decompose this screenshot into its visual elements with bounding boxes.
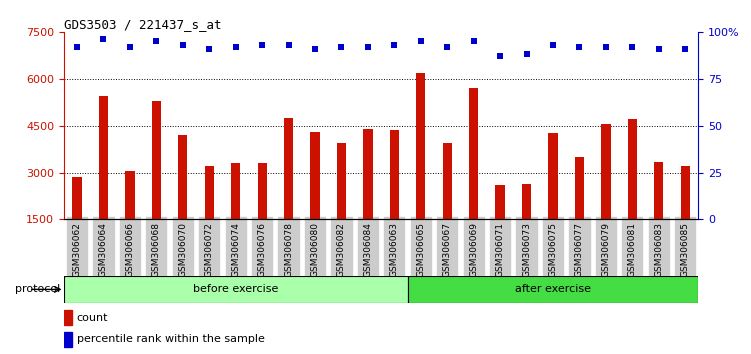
Bar [310, 132, 320, 266]
Point [98, 36, 110, 42]
Point [124, 44, 136, 50]
Bar [408, 276, 698, 303]
Point [574, 44, 586, 50]
Bar [416, 73, 425, 266]
Bar [548, 133, 558, 266]
Text: after exercise: after exercise [515, 284, 591, 295]
Point [204, 46, 216, 52]
Point [362, 44, 374, 50]
Bar [64, 310, 72, 325]
Point [336, 44, 348, 50]
Bar [231, 163, 240, 266]
Point [230, 44, 242, 50]
Point [494, 53, 506, 59]
Bar [337, 143, 346, 266]
Bar [258, 163, 267, 266]
Bar [72, 177, 82, 266]
Bar [64, 276, 408, 303]
Bar [363, 129, 372, 266]
Bar [628, 119, 637, 266]
Text: count: count [77, 313, 108, 323]
Point [150, 38, 162, 44]
Point [442, 44, 454, 50]
Bar [680, 166, 690, 266]
Text: protocol: protocol [15, 284, 60, 295]
Point [415, 38, 427, 44]
Point [547, 42, 559, 48]
Bar [522, 183, 531, 266]
Bar [575, 157, 584, 266]
Bar [602, 124, 611, 266]
Bar [204, 166, 214, 266]
Point [653, 46, 665, 52]
Point [679, 46, 691, 52]
Bar [125, 171, 134, 266]
Point [256, 42, 268, 48]
Point [520, 52, 532, 57]
Point [71, 44, 83, 50]
Bar [178, 135, 188, 266]
Point [309, 46, 321, 52]
Bar [496, 185, 505, 266]
Text: percentile rank within the sample: percentile rank within the sample [77, 334, 264, 344]
Bar [654, 162, 663, 266]
Bar [152, 101, 161, 266]
Bar [390, 130, 399, 266]
Point [626, 44, 638, 50]
Bar [99, 96, 108, 266]
Text: GDS3503 / 221437_s_at: GDS3503 / 221437_s_at [64, 18, 222, 31]
Bar [442, 143, 452, 266]
Point [176, 42, 189, 48]
Bar [64, 332, 72, 347]
Point [388, 42, 400, 48]
Point [282, 42, 294, 48]
Point [600, 44, 612, 50]
Point [468, 38, 480, 44]
Bar [284, 118, 293, 266]
Bar [469, 88, 478, 266]
Text: before exercise: before exercise [193, 284, 279, 295]
